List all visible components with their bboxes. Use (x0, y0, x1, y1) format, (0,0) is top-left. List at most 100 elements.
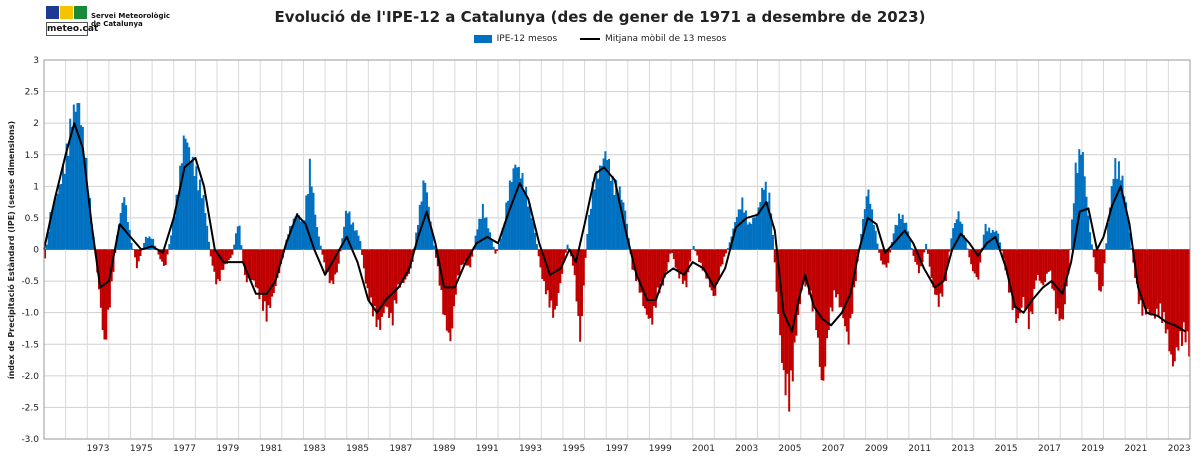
bar-month (910, 247, 913, 250)
bar-month (299, 221, 302, 250)
bar-month (478, 218, 481, 250)
bar-month (132, 249, 135, 251)
bar-month (719, 249, 722, 267)
bar-month (456, 249, 459, 276)
bar-month (838, 249, 841, 308)
bar-month (76, 103, 79, 250)
bar-month (290, 225, 293, 250)
bar-month (669, 249, 672, 254)
bar-month (836, 249, 839, 295)
bar-month (795, 249, 798, 336)
x-tick-label: 2009 (865, 444, 888, 454)
bar-month (373, 249, 376, 307)
bar-month (817, 249, 820, 338)
bar-month (744, 210, 747, 250)
bar-month (582, 249, 585, 286)
bar-month (150, 238, 153, 250)
bar-month (881, 249, 884, 265)
bar-month (173, 216, 176, 250)
bar-month (647, 249, 650, 319)
bar-month (296, 212, 299, 250)
bar-month (81, 126, 84, 250)
bar-month (242, 249, 245, 263)
bar-month (74, 111, 77, 250)
bar-month (103, 249, 106, 340)
bar-month (1072, 203, 1075, 250)
bar-month (274, 249, 277, 287)
bar-month (222, 249, 225, 270)
bar-month (880, 249, 883, 261)
bar-month (818, 249, 821, 367)
bar-month (1026, 249, 1029, 308)
bar-month (469, 249, 472, 268)
bar-month (139, 249, 142, 257)
bar-month (645, 249, 648, 315)
bar-month (516, 167, 519, 250)
bar-month (1107, 222, 1110, 250)
bar-month (1020, 249, 1023, 308)
bar-month (921, 249, 924, 263)
meteocat-logo: meteo.cat Servei Meteorològic de Catalun… (46, 6, 186, 36)
bar-month (312, 192, 315, 250)
bar-month (69, 118, 72, 250)
bar-month (404, 249, 407, 280)
bar-month (743, 212, 746, 250)
bar-month (391, 249, 394, 326)
bar-month (253, 249, 256, 281)
bar-month (56, 193, 59, 250)
bar-month (555, 249, 558, 306)
bar-month (793, 249, 796, 343)
bar-month (202, 195, 205, 250)
bar-month (680, 249, 683, 275)
bar-month (1008, 249, 1011, 293)
bar-month (207, 241, 210, 250)
bar-month (620, 199, 623, 250)
bar-month (1029, 249, 1032, 312)
bar-month (278, 249, 281, 274)
bar-month (453, 249, 456, 307)
bar-month (344, 210, 347, 250)
bar-month (1083, 176, 1086, 250)
bar-month (591, 181, 594, 250)
logo-brand-text: meteo.cat (46, 22, 99, 36)
bar-month (970, 249, 973, 265)
bar-month (1076, 173, 1079, 250)
bar-month (653, 249, 656, 306)
bar-month (1164, 249, 1167, 334)
bar-month (272, 249, 275, 293)
bar-month (840, 249, 843, 307)
bar-month (254, 249, 257, 288)
x-tick-label: 2007 (822, 444, 845, 454)
bar-month (458, 249, 461, 276)
bar-month (789, 249, 792, 371)
bar-month (235, 233, 237, 250)
bar-month (58, 184, 61, 250)
logo-org-line2: de Catalunya (91, 20, 143, 28)
bar-month (950, 238, 953, 250)
bar-month (543, 249, 546, 282)
bar-month (218, 249, 221, 281)
bar-month (692, 246, 695, 250)
bar-month (148, 236, 151, 250)
bar-month (656, 249, 659, 288)
bar-month (498, 243, 501, 250)
bar-month (90, 224, 93, 250)
bar-month (561, 249, 564, 274)
bar-month (734, 222, 737, 250)
bar-month (674, 249, 677, 268)
bar-month (948, 249, 951, 252)
bar-month (829, 249, 832, 308)
bar-month (595, 170, 598, 250)
bar-month (451, 249, 454, 329)
bar-month (804, 249, 807, 287)
bar-month (1114, 158, 1117, 250)
bar-month (200, 198, 203, 250)
bar-month (352, 222, 355, 250)
bar-month (209, 249, 212, 257)
bar-month (1004, 249, 1007, 271)
bar-month (171, 220, 174, 250)
bar-month (535, 244, 538, 250)
bar-month (1087, 215, 1090, 250)
bar-month (98, 249, 101, 290)
bar-month (844, 249, 847, 327)
